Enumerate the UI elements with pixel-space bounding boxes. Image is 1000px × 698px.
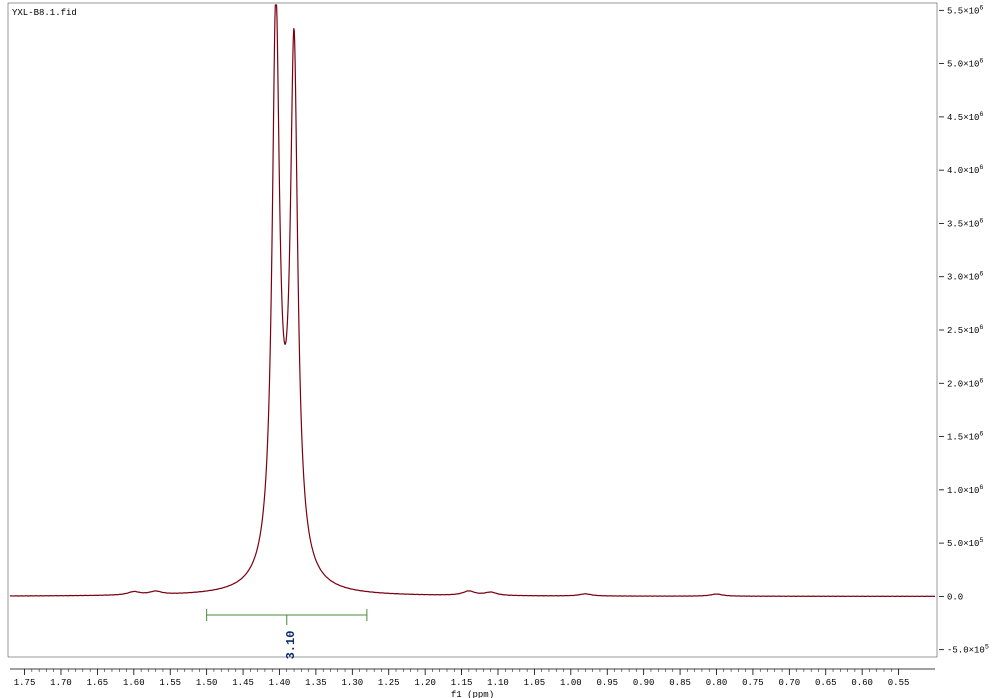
y-tick-label: 5.5×106 — [947, 4, 983, 16]
x-tick-label: 1.40 — [269, 678, 291, 688]
x-tick-label: 1.60 — [123, 678, 145, 688]
y-tick-label: 4.5×106 — [947, 111, 983, 123]
y-tick-label: 5.0×106 — [947, 58, 983, 70]
x-tick-label: 0.70 — [779, 678, 801, 688]
x-tick-label: 1.00 — [560, 678, 582, 688]
x-tick-label: 0.60 — [851, 678, 873, 688]
y-tick-label: 2.5×106 — [947, 324, 983, 336]
x-tick-label: 1.45 — [232, 678, 254, 688]
x-tick-label: 0.80 — [706, 678, 728, 688]
integral-value: 3.10 — [284, 631, 298, 660]
x-tick-label: 1.25 — [378, 678, 400, 688]
nmr-spectrum-container: { "title_label": "YXL-B8.1.fid", "xaxis"… — [0, 0, 1000, 698]
y-tick-label: 4.0×106 — [947, 164, 983, 176]
x-tick-label: 0.95 — [596, 678, 618, 688]
y-tick-label: 1.5×106 — [947, 431, 983, 443]
x-tick-label: 1.65 — [87, 678, 109, 688]
x-axis-label: f1 (ppm) — [451, 690, 494, 698]
x-tick-label: 1.50 — [196, 678, 218, 688]
x-tick-label: 1.15 — [451, 678, 473, 688]
nmr-svg: YXL-B8.1.fid 3.10 1.75 1.70 1.65 1.60 1.55 1.50… — [0, 0, 1000, 698]
x-tick-label: 0.90 — [633, 678, 655, 688]
x-tick-label: 1.70 — [50, 678, 72, 688]
y-tick-label: 3.0×106 — [947, 271, 983, 283]
x-tick-label: 1.05 — [524, 678, 546, 688]
plot-area — [10, 5, 935, 655]
x-tick-label: 0.65 — [815, 678, 837, 688]
y-tick-label: 0.0 — [947, 592, 963, 602]
x-tick-label: 1.55 — [159, 678, 181, 688]
x-tick-label: 1.20 — [414, 678, 436, 688]
x-tick-label: 1.30 — [342, 678, 364, 688]
dataset-title: YXL-B8.1.fid — [12, 8, 77, 18]
y-tick-label: 5.0×105 — [947, 537, 983, 549]
y-tick-label: 2.0×106 — [947, 377, 983, 389]
y-tick-label: -5.0×105 — [947, 644, 989, 656]
y-tick-label: 1.0×106 — [947, 484, 983, 496]
x-tick-label: 1.75 — [14, 678, 36, 688]
x-tick-label: 0.85 — [669, 678, 691, 688]
y-tick-label: 3.5×106 — [947, 217, 983, 229]
x-tick-label: 0.55 — [888, 678, 910, 688]
x-tick-label: 1.10 — [487, 678, 509, 688]
x-tick-label: 1.35 — [305, 678, 327, 688]
x-tick-label: 0.75 — [742, 678, 764, 688]
